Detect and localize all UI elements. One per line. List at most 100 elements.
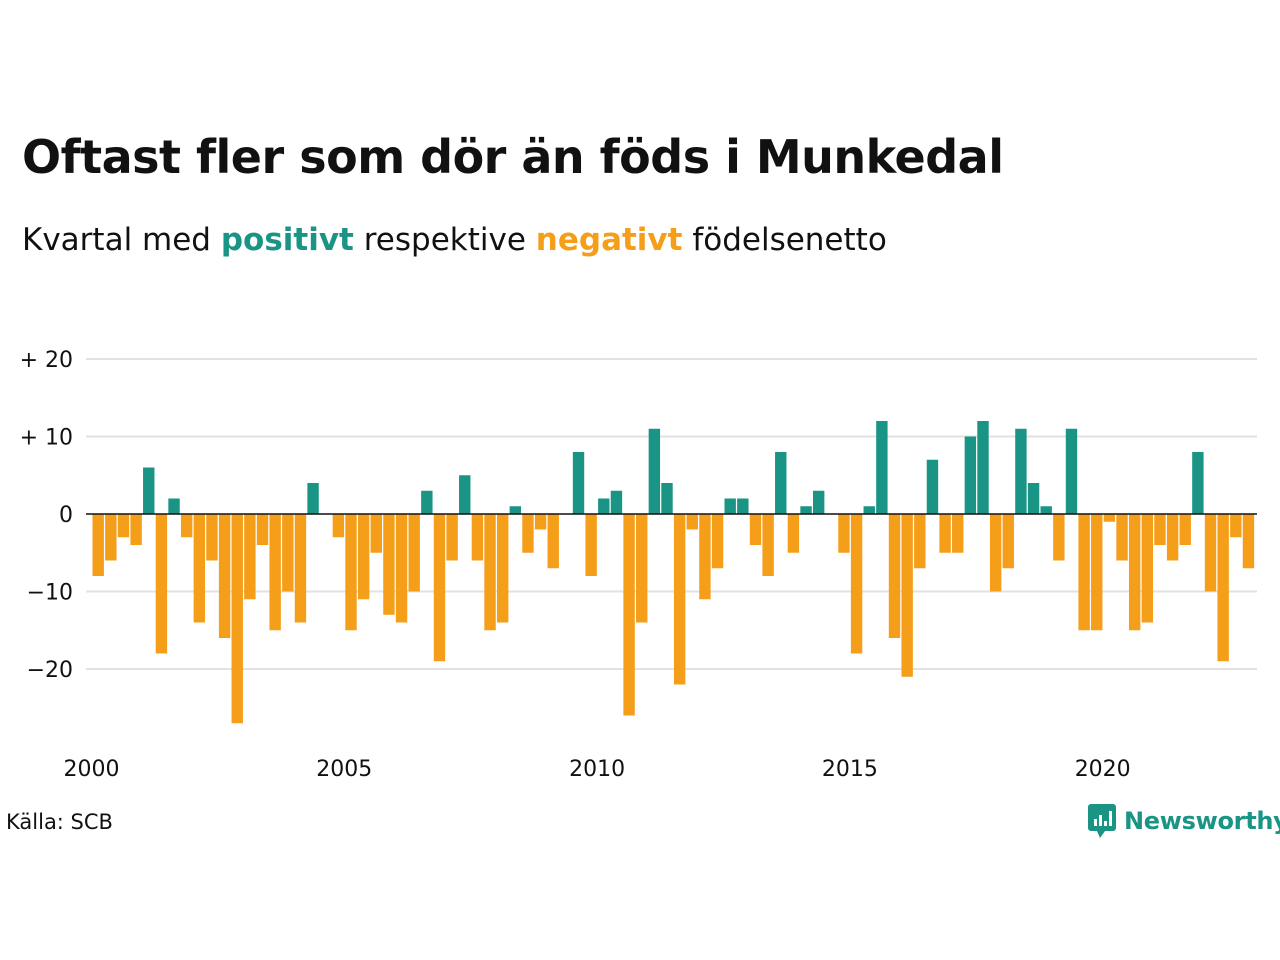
bar-negative — [838, 514, 850, 553]
bar-negative — [282, 514, 294, 592]
bar-negative — [762, 514, 774, 576]
x-tick-label: 2000 — [64, 757, 120, 782]
bar-negative — [888, 514, 901, 638]
bar-negative — [914, 514, 926, 569]
bar-positive — [977, 421, 989, 514]
bar-negative — [1204, 514, 1217, 592]
bar-negative — [471, 514, 484, 561]
bar-negative — [395, 514, 408, 623]
source-note: Källa: SCB — [6, 810, 113, 834]
y-tick-label: + 20 — [20, 348, 73, 373]
bar-negative — [130, 514, 142, 545]
y-tick-label: + 10 — [20, 426, 73, 451]
bar-negative — [1141, 514, 1154, 623]
bar-positive — [598, 498, 610, 514]
bar-negative — [1078, 514, 1090, 631]
bar-negative — [749, 514, 762, 545]
bar-negative — [1166, 514, 1179, 561]
bar-negative — [850, 514, 863, 654]
chart-subtitle: Kvartal med positivt respektive negativt… — [22, 222, 887, 258]
bar-negative — [244, 514, 256, 600]
bar-negative — [1217, 514, 1229, 662]
newsworthy-logo-icon — [1088, 804, 1116, 838]
bar-negative — [901, 514, 913, 677]
y-axis-labels: + 20 + 10 0 −10 −20 — [20, 348, 73, 683]
x-axis-labels: 2000 2005 2010 2015 2020 — [64, 757, 1131, 782]
bar-positive — [168, 498, 180, 514]
bar-negative — [332, 514, 345, 538]
bar-negative — [105, 514, 117, 561]
bar-negative — [522, 514, 534, 553]
bar-negative — [673, 514, 686, 685]
bar-negative — [1053, 514, 1065, 561]
bar-positive — [307, 483, 319, 514]
bar-negative — [1242, 514, 1255, 569]
bar-positive — [661, 483, 673, 514]
bar-negative — [433, 514, 446, 662]
bar-negative — [1179, 514, 1191, 545]
bar-negative — [180, 514, 193, 538]
subtitle-text-1: Kvartal med — [22, 222, 221, 258]
bar-negative — [92, 514, 104, 576]
bar-negative — [269, 514, 281, 631]
x-tick-label: 2015 — [822, 757, 878, 782]
bar-negative — [496, 514, 509, 623]
bar-negative — [952, 514, 964, 553]
brand-name: Newsworthy — [1124, 807, 1280, 835]
bar-positive — [800, 506, 812, 514]
bar-positive — [143, 467, 155, 514]
bar-negative — [155, 514, 168, 654]
bar-negative — [636, 514, 648, 623]
bar-positive — [648, 428, 661, 514]
bar-positive — [1040, 506, 1052, 514]
bar-negative — [623, 514, 635, 716]
bar-positive — [737, 498, 749, 514]
bar-positive — [459, 475, 471, 514]
bar-negative — [357, 514, 370, 600]
brand-logo[interactable]: Newsworthy — [1088, 804, 1280, 838]
y-tick-label: −20 — [27, 658, 73, 683]
bar-positive — [863, 506, 875, 514]
bar-positive — [1015, 428, 1027, 514]
bar-negative — [294, 514, 307, 623]
bar-negative — [1002, 514, 1014, 569]
bar-positive — [775, 452, 787, 514]
bar-negative — [408, 514, 420, 592]
bar-negative — [345, 514, 357, 631]
bar-positive — [876, 421, 888, 514]
bar-positive — [724, 498, 736, 514]
bar-negative — [484, 514, 496, 631]
bar-negative — [117, 514, 130, 538]
bar-positive — [610, 490, 623, 514]
y-tick-label: −10 — [27, 581, 73, 606]
bar-negative — [547, 514, 559, 569]
bar-negative — [1230, 514, 1242, 538]
subtitle-text-3: födelsenetto — [682, 222, 887, 258]
bar-negative — [939, 514, 951, 553]
bar-negative — [1103, 514, 1116, 522]
bar-negative — [206, 514, 218, 561]
bar-negative — [193, 514, 206, 623]
x-tick-label: 2010 — [569, 757, 625, 782]
bar-negative — [711, 514, 724, 569]
y-tick-label: 0 — [59, 503, 73, 528]
bar-negative — [1154, 514, 1166, 545]
x-tick-label: 2020 — [1075, 757, 1131, 782]
bar-positive — [572, 452, 585, 514]
bar-positive — [1027, 483, 1040, 514]
bar-positive — [509, 506, 522, 514]
subtitle-positive: positivt — [220, 222, 354, 258]
bar-positive — [926, 459, 939, 514]
bars — [86, 421, 1257, 724]
subtitle-negative: negativt — [535, 222, 683, 258]
x-tick-label: 2005 — [316, 757, 372, 782]
subtitle-text-2: respektive — [353, 222, 536, 258]
bar-negative — [218, 514, 231, 638]
bar-negative — [1116, 514, 1128, 561]
bar-positive — [421, 490, 433, 514]
bar-negative — [686, 514, 698, 530]
bar-negative — [231, 514, 243, 724]
bar-negative — [1128, 514, 1141, 631]
bar-negative — [989, 514, 1002, 592]
